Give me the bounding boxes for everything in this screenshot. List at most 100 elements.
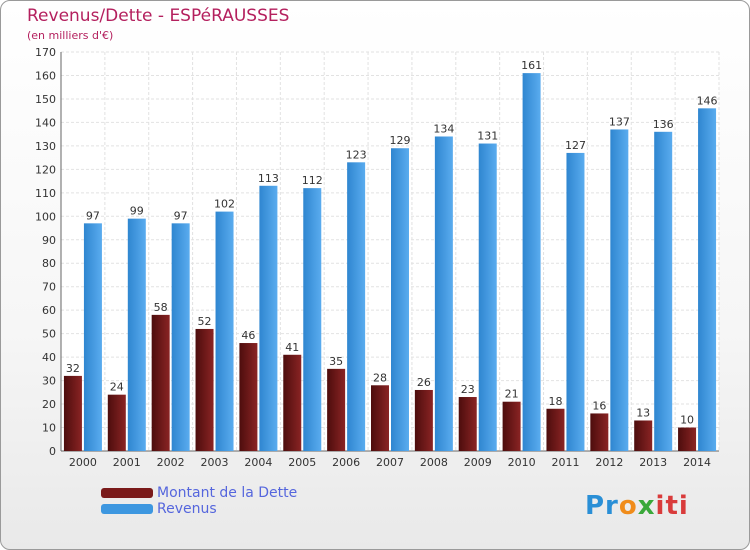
y-tick-label: 110	[35, 187, 56, 200]
data-label: 32	[66, 362, 80, 375]
x-tick-label: 2009	[464, 456, 492, 469]
y-tick-label: 130	[35, 140, 56, 153]
bar-dette	[283, 354, 302, 451]
y-tick-label: 160	[35, 69, 56, 82]
y-tick-label: 80	[42, 257, 56, 270]
x-tick-label: 2002	[157, 456, 185, 469]
bar-dette	[195, 328, 214, 451]
bar-dette	[546, 408, 565, 451]
bar-revenus	[610, 129, 629, 451]
chart-subtitle: (en milliers d'€)	[27, 29, 114, 42]
plot-area	[61, 52, 719, 451]
data-label: 131	[477, 130, 498, 143]
data-label: 46	[241, 329, 255, 342]
data-label: 26	[417, 376, 431, 389]
x-tick-label: 2006	[332, 456, 360, 469]
bar-revenus	[127, 218, 146, 451]
chart-title: Revenus/Dette - ESPéRAUSSES	[27, 6, 290, 26]
data-label: 123	[346, 148, 367, 161]
x-tick-label: 2005	[288, 456, 316, 469]
y-tick-label: 40	[42, 351, 56, 364]
y-tick-label: 170	[35, 46, 56, 59]
data-label: 52	[198, 315, 212, 328]
bar-dette	[107, 394, 126, 451]
data-label: 28	[373, 371, 387, 384]
data-label: 112	[302, 174, 323, 187]
y-tick-label: 140	[35, 116, 56, 129]
data-label: 102	[214, 198, 235, 211]
x-tick-label: 2011	[551, 456, 579, 469]
data-label: 113	[258, 172, 279, 185]
bar-revenus	[83, 223, 102, 451]
bar-revenus	[478, 143, 497, 452]
legend-label-revenus: Revenus	[157, 501, 217, 517]
x-tick-label: 2014	[683, 456, 711, 469]
y-tick-label: 150	[35, 93, 56, 106]
bar-revenus	[259, 185, 278, 451]
data-label: 41	[285, 341, 299, 354]
data-label: 134	[433, 122, 454, 135]
data-label: 127	[565, 139, 586, 152]
bar-dette	[502, 401, 521, 451]
y-tick-label: 90	[42, 234, 56, 247]
data-label: 97	[174, 209, 188, 222]
data-label: 99	[130, 205, 144, 218]
legend-swatch-dette	[101, 488, 153, 498]
bar-revenus	[522, 73, 541, 451]
data-label: 161	[521, 59, 542, 72]
x-tick-label: 2003	[201, 456, 229, 469]
x-tick-label: 2012	[595, 456, 623, 469]
data-label: 16	[592, 399, 606, 412]
bar-revenus	[171, 223, 190, 451]
y-tick-label: 120	[35, 163, 56, 176]
x-tick-label: 2007	[376, 456, 404, 469]
bar-dette	[327, 368, 346, 451]
bar-revenus	[654, 131, 673, 452]
bar-revenus	[698, 108, 717, 452]
bar-revenus	[347, 162, 366, 451]
bar-dette	[239, 343, 258, 451]
data-label: 58	[154, 301, 168, 314]
y-tick-label: 30	[42, 375, 56, 388]
y-tick-label: 60	[42, 304, 56, 317]
bar-dette	[151, 314, 170, 451]
x-tick-label: 2004	[244, 456, 272, 469]
bar-dette	[590, 413, 609, 451]
x-tick-label: 2013	[639, 456, 667, 469]
bar-dette	[63, 375, 82, 451]
bar-dette	[678, 427, 697, 451]
y-tick-label: 10	[42, 422, 56, 435]
bar-dette	[634, 420, 653, 451]
data-label: 136	[653, 118, 674, 131]
data-label: 129	[390, 134, 411, 147]
legend-swatch-revenus	[101, 504, 153, 514]
bar-dette	[371, 385, 389, 451]
data-label: 97	[86, 209, 100, 222]
data-label: 24	[110, 381, 124, 394]
data-label: 18	[548, 395, 562, 408]
y-tick-label: 100	[35, 210, 56, 223]
x-tick-label: 2000	[69, 456, 97, 469]
data-label: 35	[329, 355, 343, 368]
bar-dette	[414, 389, 433, 451]
x-tick-label: 2008	[420, 456, 448, 469]
bar-revenus	[303, 188, 322, 452]
y-tick-label: 70	[42, 281, 56, 294]
data-label: 137	[609, 115, 630, 128]
y-tick-label: 0	[49, 445, 56, 458]
bar-revenus	[391, 148, 409, 451]
data-label: 146	[697, 94, 718, 107]
bar-dette	[458, 397, 477, 451]
y-tick-label: 50	[42, 328, 56, 341]
bar-revenus	[215, 211, 234, 451]
proxiti-logo: Proxiti	[585, 491, 689, 521]
legend-label-dette: Montant de la Dette	[157, 485, 298, 501]
data-label: 21	[505, 388, 519, 401]
bar-revenus	[434, 136, 453, 451]
bar-revenus	[566, 152, 585, 451]
x-tick-label: 2010	[508, 456, 536, 469]
x-tick-label: 2001	[113, 456, 141, 469]
data-label: 13	[636, 406, 650, 419]
